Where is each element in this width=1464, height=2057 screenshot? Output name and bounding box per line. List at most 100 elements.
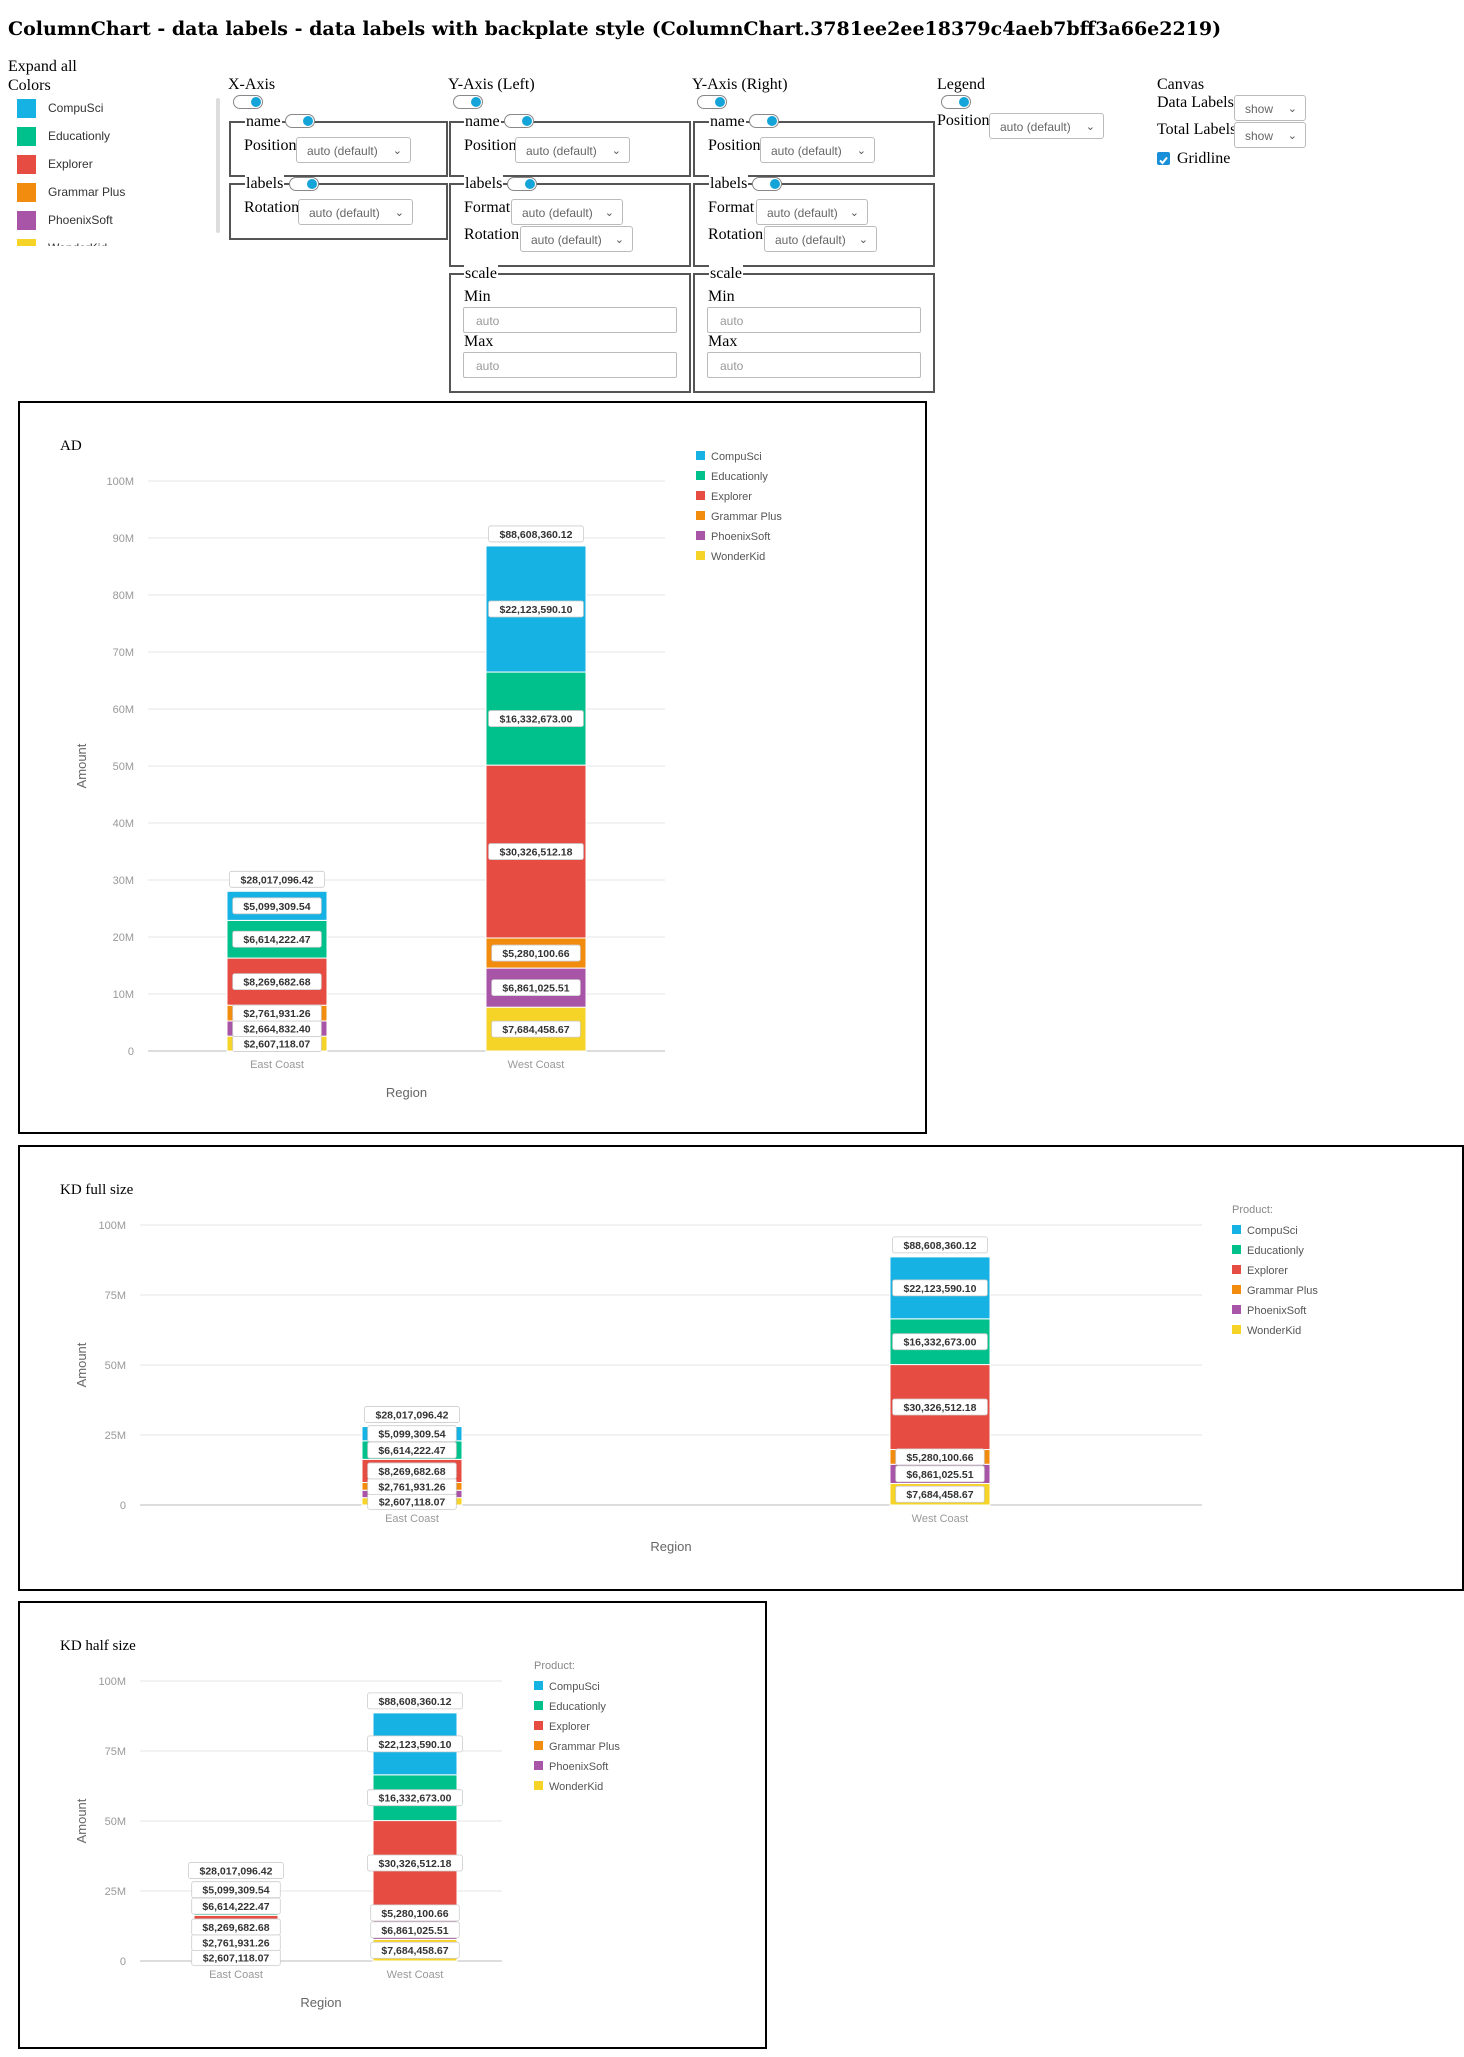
legend-swatch <box>534 1741 543 1750</box>
legend-toggle[interactable] <box>941 95 971 109</box>
y-left-labels-toggle[interactable] <box>507 177 537 191</box>
color-swatch[interactable] <box>17 239 36 246</box>
chart-kd-full-svg: KD full size 0 25M 50M 75M 100M Region Amount $2… <box>60 1182 1318 1554</box>
legend-swatch <box>1232 1325 1241 1334</box>
y-tick-label: 40M <box>113 818 134 830</box>
legend-swatch <box>534 1701 543 1710</box>
data-label: $6,861,025.51 <box>502 983 569 995</box>
y-right-format-select[interactable]: auto (default) ⌄ <box>756 199 868 225</box>
data-label-backplate <box>370 1941 460 1959</box>
y-right-toggle[interactable] <box>697 95 727 109</box>
color-swatch[interactable] <box>17 155 36 174</box>
legend-position-select[interactable]: auto (default) ⌄ <box>989 113 1104 139</box>
gridline-checkbox[interactable] <box>1157 152 1170 165</box>
y-axis-label: Amount <box>74 1342 89 1387</box>
y-right-position-select[interactable]: auto (default) ⌄ <box>760 137 875 163</box>
x-axis-name-toggle[interactable] <box>285 114 315 128</box>
total-label: $28,017,096.42 <box>241 874 314 886</box>
y-tick-label: 80M <box>113 590 134 602</box>
data-label: $6,861,025.51 <box>906 1469 973 1481</box>
chevron-down-icon: ⌄ <box>1085 121 1095 133</box>
total-label: $88,608,360.12 <box>379 1696 452 1708</box>
data-label: $7,684,458.67 <box>906 1489 973 1501</box>
data-label-backplate <box>491 979 581 997</box>
total-label-backplate <box>892 1236 988 1254</box>
expand-all-toggle[interactable]: Expand all <box>8 58 77 75</box>
y-right-name-group <box>693 121 935 177</box>
y-right-position-label: Position <box>708 137 761 154</box>
legend-swatch <box>534 1761 543 1770</box>
y-right-min-label: Min <box>708 288 735 305</box>
y-left-max-input[interactable]: auto <box>463 352 677 378</box>
legend-label: Grammar Plus <box>1247 1285 1318 1297</box>
legend-swatch <box>1232 1305 1241 1314</box>
legend-swatch <box>696 471 705 480</box>
data-label: $6,614,222.47 <box>202 1901 269 1913</box>
colors-scrollbar[interactable] <box>216 98 220 233</box>
total-label-backplate <box>367 1692 463 1710</box>
x-axis-position-select[interactable]: auto (default) ⌄ <box>296 137 411 163</box>
legend-swatch <box>696 531 705 540</box>
y-tick-label: 75M <box>105 1746 126 1758</box>
data-label: $5,280,100.66 <box>381 1908 448 1920</box>
x-tick-label: West Coast <box>387 1969 444 1981</box>
x-tick-label: East Coast <box>385 1513 439 1525</box>
chevron-down-icon: ⌄ <box>858 234 868 246</box>
data-label: $8,269,682.68 <box>243 977 310 989</box>
y-right-labels-toggle[interactable] <box>752 177 782 191</box>
y-left-position-select[interactable]: auto (default) ⌄ <box>515 137 630 163</box>
y-right-max-label: Max <box>708 333 738 350</box>
y-right-rotation-label: Rotation <box>708 226 764 243</box>
data-label: $2,664,832.40 <box>243 1024 310 1036</box>
legend-label: CompuSci <box>711 451 762 463</box>
x-tick-label: West Coast <box>508 1059 565 1071</box>
y-tick-label: 100M <box>98 1220 126 1232</box>
y-right-labels-group <box>693 183 935 267</box>
legend-label: PhoenixSoft <box>711 531 770 543</box>
y-right-scale-legend: scale <box>709 265 743 283</box>
chart-title: KD full size <box>60 1182 134 1198</box>
color-swatch[interactable] <box>17 127 36 146</box>
data-label: $22,123,590.10 <box>904 1283 977 1295</box>
y-left-format-select[interactable]: auto (default) ⌄ <box>511 199 623 225</box>
y-tick-label: 30M <box>113 875 134 887</box>
legend-label: CompuSci <box>549 1681 600 1693</box>
legend-label: WonderKid <box>711 551 765 563</box>
y-left-name-toggle[interactable] <box>504 114 534 128</box>
legend-swatch <box>1232 1245 1241 1254</box>
total-labels-label: Total Labels <box>1157 121 1237 138</box>
chart-ad-svg: AD 0 10M 20M 30M 40M 50M 60M 70M 80M 90M 100M Region… <box>60 438 782 1100</box>
total-label: $88,608,360.12 <box>904 1240 977 1252</box>
legend-swatch <box>534 1781 543 1790</box>
total-labels-select[interactable]: show ⌄ <box>1234 122 1306 148</box>
y-left-toggle[interactable] <box>453 95 483 109</box>
x-axis-label: Region <box>650 1539 691 1554</box>
data-label: $5,280,100.66 <box>906 1452 973 1464</box>
color-label: PhoenixSoft <box>48 213 113 227</box>
x-axis-labels-toggle[interactable] <box>289 177 319 191</box>
color-swatch[interactable] <box>17 183 36 202</box>
color-swatch[interactable] <box>17 211 36 230</box>
data-label: $8,269,682.68 <box>378 1466 445 1478</box>
x-axis-rotation-select[interactable]: auto (default) ⌄ <box>298 199 413 225</box>
y-right-name-toggle[interactable] <box>749 114 779 128</box>
data-labels-select[interactable]: show ⌄ <box>1234 95 1306 121</box>
colors-list: CompuSci Educationly Explorer Grammar Plus P… <box>8 96 208 246</box>
y-right-min-input[interactable]: auto <box>707 307 921 333</box>
y-left-rotation-select[interactable]: auto (default) ⌄ <box>520 226 633 252</box>
x-axis-toggle[interactable] <box>233 95 263 109</box>
x-tick-label: West Coast <box>912 1513 969 1525</box>
y-right-rotation-select[interactable]: auto (default) ⌄ <box>764 226 877 252</box>
data-label-backplate <box>892 1398 988 1416</box>
total-label-backplate <box>229 870 325 888</box>
data-label-backplate <box>895 1448 985 1466</box>
data-label: $30,326,512.18 <box>500 847 573 859</box>
color-swatch[interactable] <box>17 99 36 118</box>
y-right-max-input[interactable]: auto <box>707 352 921 378</box>
y-axis-label: Amount <box>74 1798 89 1843</box>
y-left-min-input[interactable]: auto <box>463 307 677 333</box>
y-tick-label: 75M <box>105 1290 126 1302</box>
data-label-backplate <box>232 1004 322 1022</box>
data-label: $5,099,309.54 <box>202 1885 269 1897</box>
data-label: $30,326,512.18 <box>904 1402 977 1414</box>
